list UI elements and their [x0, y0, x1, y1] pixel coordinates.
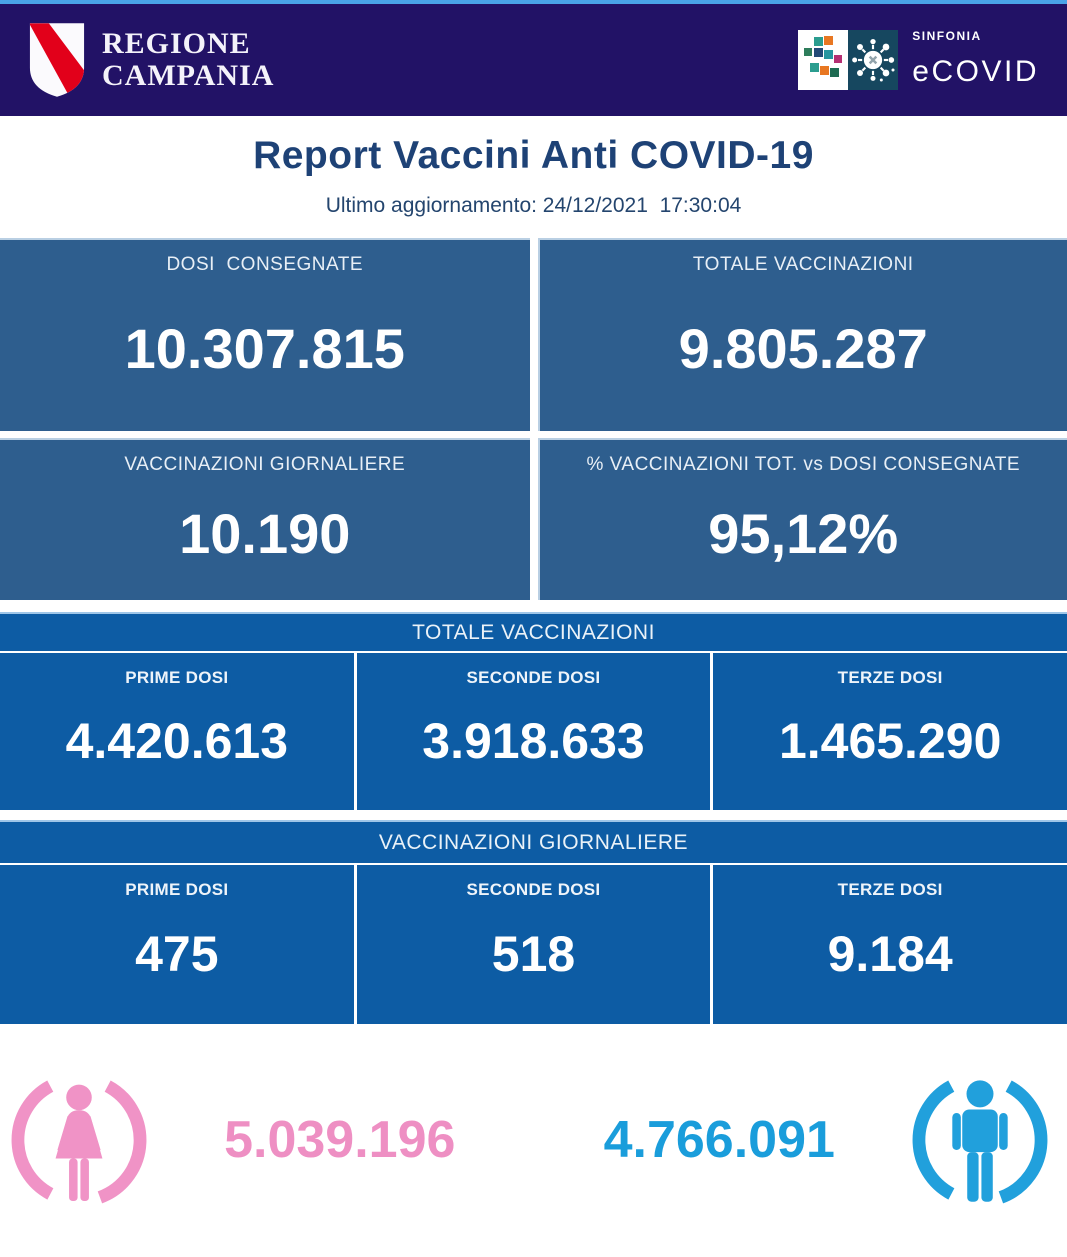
kpi-grid: DOSI CONSEGNATE 10.307.815 TOTALE VACCIN… [0, 238, 1067, 600]
totale-prime-dosi: PRIME DOSI 4.420.613 [0, 653, 354, 810]
giornaliere-prime-dosi: PRIME DOSI 475 [0, 865, 354, 1024]
ecovid-label: eCOVID [912, 55, 1039, 88]
ecovid-wordmark: SINFONIA eCOVID [912, 29, 1039, 91]
totale-seconde-dosi: SECONDE DOSI 3.918.633 [356, 653, 711, 810]
kpi-value: 10.190 [179, 501, 351, 565]
region-brand: REGIONE CAMPANIA [28, 21, 274, 99]
section-totale-vaccinazioni: TOTALE VACCINAZIONI PRIME DOSI 4.420.613… [0, 612, 1067, 810]
kpi-label: % VACCINAZIONI TOT. vs DOSI CONSEGNATE [586, 454, 1021, 475]
logo-tiles [798, 30, 899, 90]
kpi-value: 10.307.815 [124, 317, 405, 380]
region-name-line2: CAMPANIA [102, 59, 275, 92]
top-accent-line [0, 0, 1067, 4]
giornaliere-columns: PRIME DOSI 475 SECONDE DOSI 518 TERZE DO… [0, 865, 1067, 1024]
dose-label: TERZE DOSI [837, 668, 943, 687]
kpi-label: VACCINAZIONI GIORNALIERE [124, 454, 406, 475]
male-total: 4.766.091 [603, 1111, 835, 1169]
masthead: REGIONE CAMPANIA [0, 4, 1067, 116]
female-icon [11, 1072, 147, 1208]
gender-breakdown: 5.039.196 4.766.091 [0, 1024, 1067, 1256]
kpi-percent-vs-consegnate: % VACCINAZIONI TOT. vs DOSI CONSEGNATE 9… [537, 438, 1067, 600]
totale-terze-dosi: TERZE DOSI 1.465.290 [713, 653, 1067, 810]
dose-value: 4.420.613 [65, 713, 289, 769]
dose-label: SECONDE DOSI [466, 880, 601, 899]
section-vaccinazioni-giornaliere: VACCINAZIONI GIORNALIERE PRIME DOSI 475 … [0, 820, 1067, 1024]
sinfonia-label: SINFONIA [912, 29, 982, 43]
male-icon [912, 1072, 1048, 1208]
last-updated: Ultimo aggiornamento: 24/12/2021 17:30:0… [325, 194, 742, 217]
dose-label: PRIME DOSI [125, 880, 229, 899]
kpi-label: TOTALE VACCINAZIONI [692, 254, 914, 275]
sinfonia-brand: SINFONIA eCOVID [798, 29, 1039, 91]
kpi-value: 9.805.287 [678, 317, 928, 380]
dose-value: 3.918.633 [422, 713, 645, 769]
dose-value: 475 [135, 926, 219, 982]
giornaliere-terze-dosi: TERZE DOSI 9.184 [713, 865, 1067, 1024]
page-title: Report Vaccini Anti COVID-19 [253, 134, 814, 177]
dose-label: PRIME DOSI [125, 668, 229, 687]
virus-icon [848, 30, 899, 90]
totale-columns: PRIME DOSI 4.420.613 SECONDE DOSI 3.918.… [0, 653, 1067, 810]
dose-label: TERZE DOSI [837, 880, 943, 899]
giornaliere-seconde-dosi: SECONDE DOSI 518 [356, 865, 711, 1024]
kpi-label: DOSI CONSEGNATE [166, 254, 364, 275]
title-block: Report Vaccini Anti COVID-19 Ultimo aggi… [0, 116, 1067, 238]
sinfonia-logo-icon [798, 30, 849, 90]
kpi-totale-vaccinazioni: TOTALE VACCINAZIONI 9.805.287 [537, 238, 1067, 431]
dose-label: SECONDE DOSI [466, 668, 601, 687]
region-name: REGIONE CAMPANIA [102, 26, 275, 92]
section-title-text: TOTALE VACCINAZIONI [412, 620, 655, 644]
section-title-text: VACCINAZIONI GIORNALIERE [378, 830, 689, 854]
female-total: 5.039.196 [224, 1111, 456, 1169]
dose-value: 518 [491, 926, 576, 982]
kpi-dosi-consegnate: DOSI CONSEGNATE 10.307.815 [0, 238, 530, 431]
dose-value: 1.465.290 [778, 713, 1002, 769]
dose-value: 9.184 [827, 926, 953, 982]
region-name-line1: REGIONE [102, 26, 251, 60]
kpi-value: 95,12% [708, 501, 899, 565]
section-title-totale: TOTALE VACCINAZIONI [0, 612, 1067, 653]
section-title-giornaliere: VACCINAZIONI GIORNALIERE [0, 820, 1067, 865]
campania-shield-icon [29, 23, 85, 97]
kpi-vaccinazioni-giornaliere: VACCINAZIONI GIORNALIERE 10.190 [0, 438, 530, 600]
